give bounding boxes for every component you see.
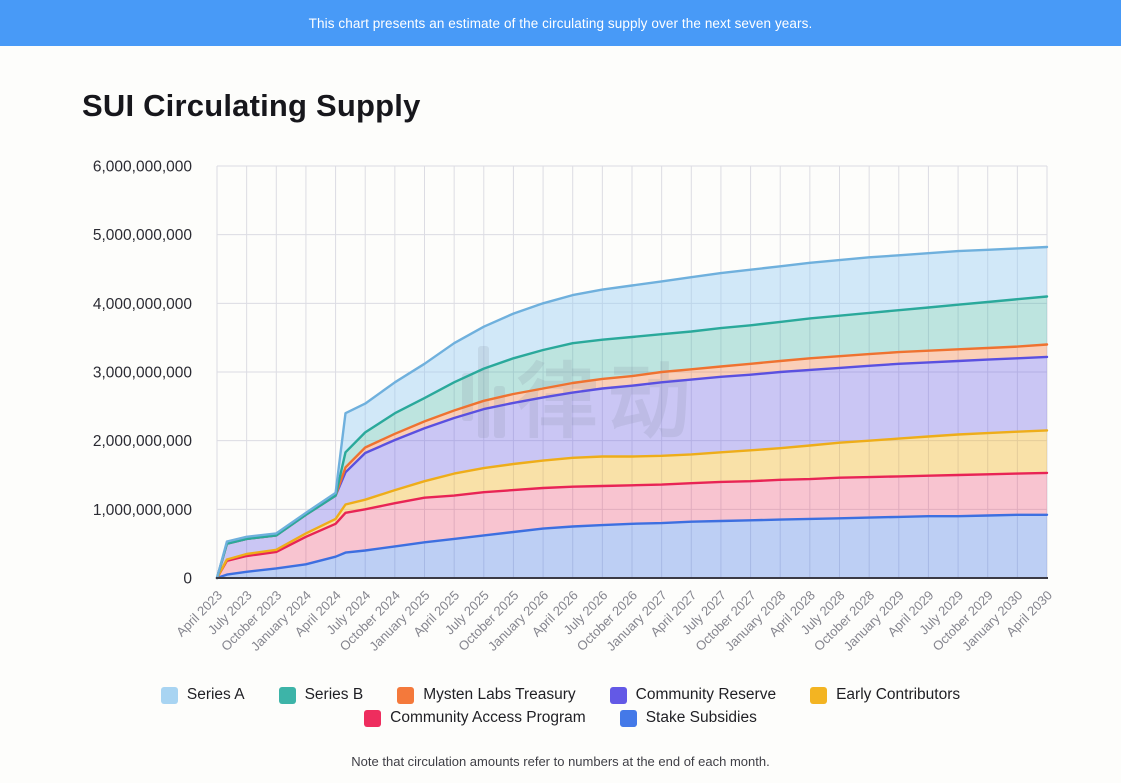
legend-item-series-b[interactable]: Series B (278, 686, 364, 704)
info-banner-text: This chart presents an estimate of the c… (308, 15, 813, 31)
legend-row-1: Series A Series B Mysten Labs Treasury Comm… (160, 686, 960, 704)
legend-item-community-access-program[interactable]: Community Access Program (364, 709, 586, 727)
info-banner: This chart presents an estimate of the c… (0, 0, 1121, 46)
legend-label: Community Reserve (635, 686, 777, 703)
legend-label: Early Contributors (836, 686, 961, 703)
svg-text:6,000,000,000: 6,000,000,000 (93, 159, 193, 176)
legend-swatch-icon (609, 686, 627, 704)
legend-swatch-icon (160, 686, 178, 704)
svg-text:4,000,000,000: 4,000,000,000 (93, 296, 193, 313)
area-stake-subsidies (217, 514, 1047, 578)
y-axis-labels: 0 1,000,000,000 2,000,000,000 3,000,000,000… (93, 159, 193, 588)
footnote: Note that circulation amounts refer to n… (351, 754, 770, 769)
svg-text:律动: 律动 (516, 355, 700, 450)
legend-swatch-icon (397, 686, 415, 704)
area-early-contributors (217, 430, 1047, 578)
legend-label: Series A (186, 686, 245, 703)
line-series-b (215, 295, 1049, 580)
svg-text:1,000,000,000: 1,000,000,000 (93, 502, 193, 519)
line-community-access-program (215, 471, 1049, 580)
area-series-a (217, 247, 1047, 578)
legend-label: Community Access Program (390, 709, 586, 726)
page-title: SUI Circulating Supply (82, 88, 421, 123)
legend-item-stake-subsidies[interactable]: Stake Subsidies (619, 709, 757, 727)
area-series-b (217, 296, 1047, 578)
legend-swatch-icon (278, 686, 296, 704)
series-areas (217, 247, 1047, 578)
line-series-a (215, 245, 1049, 580)
legend-item-early-contributors[interactable]: Early Contributors (810, 686, 960, 704)
stacked-area-chart-canvas: 律动 0 1,000,000,000 2,000,000,000 3,000,000,0… (93, 159, 1055, 654)
legend-item-mysten-labs-treasury[interactable]: Mysten Labs Treasury (397, 686, 576, 704)
area-community-reserve (217, 356, 1047, 578)
grid (216, 165, 1048, 579)
watermark: 律动 (462, 346, 700, 450)
svg-text:5,000,000,000: 5,000,000,000 (93, 227, 193, 244)
legend-label: Mysten Labs Treasury (423, 686, 576, 703)
svg-text:3,000,000,000: 3,000,000,000 (93, 365, 193, 382)
legend-row-2: Community Access Program Stake Subsidies (364, 709, 757, 727)
legend-label: Stake Subsidies (645, 709, 757, 726)
area-community-access-program (217, 472, 1047, 578)
line-early-contributors (215, 429, 1049, 580)
svg-text:0: 0 (183, 571, 192, 588)
svg-text:2,000,000,000: 2,000,000,000 (93, 433, 193, 450)
legend-swatch-icon (619, 709, 637, 727)
legend: Series A Series B Mysten Labs Treasury Comm… (0, 686, 1121, 727)
line-stake-subsidies (215, 513, 1049, 580)
legend-swatch-icon (364, 709, 382, 727)
series-lines (215, 245, 1049, 580)
circulating-supply-chart: 律动 0 1,000,000,000 2,000,000,000 3,000,000,0… (0, 148, 1121, 696)
legend-swatch-icon (810, 686, 828, 704)
legend-label: Series B (304, 686, 364, 703)
legend-item-series-a[interactable]: Series A (160, 686, 245, 704)
legend-item-community-reserve[interactable]: Community Reserve (609, 686, 777, 704)
